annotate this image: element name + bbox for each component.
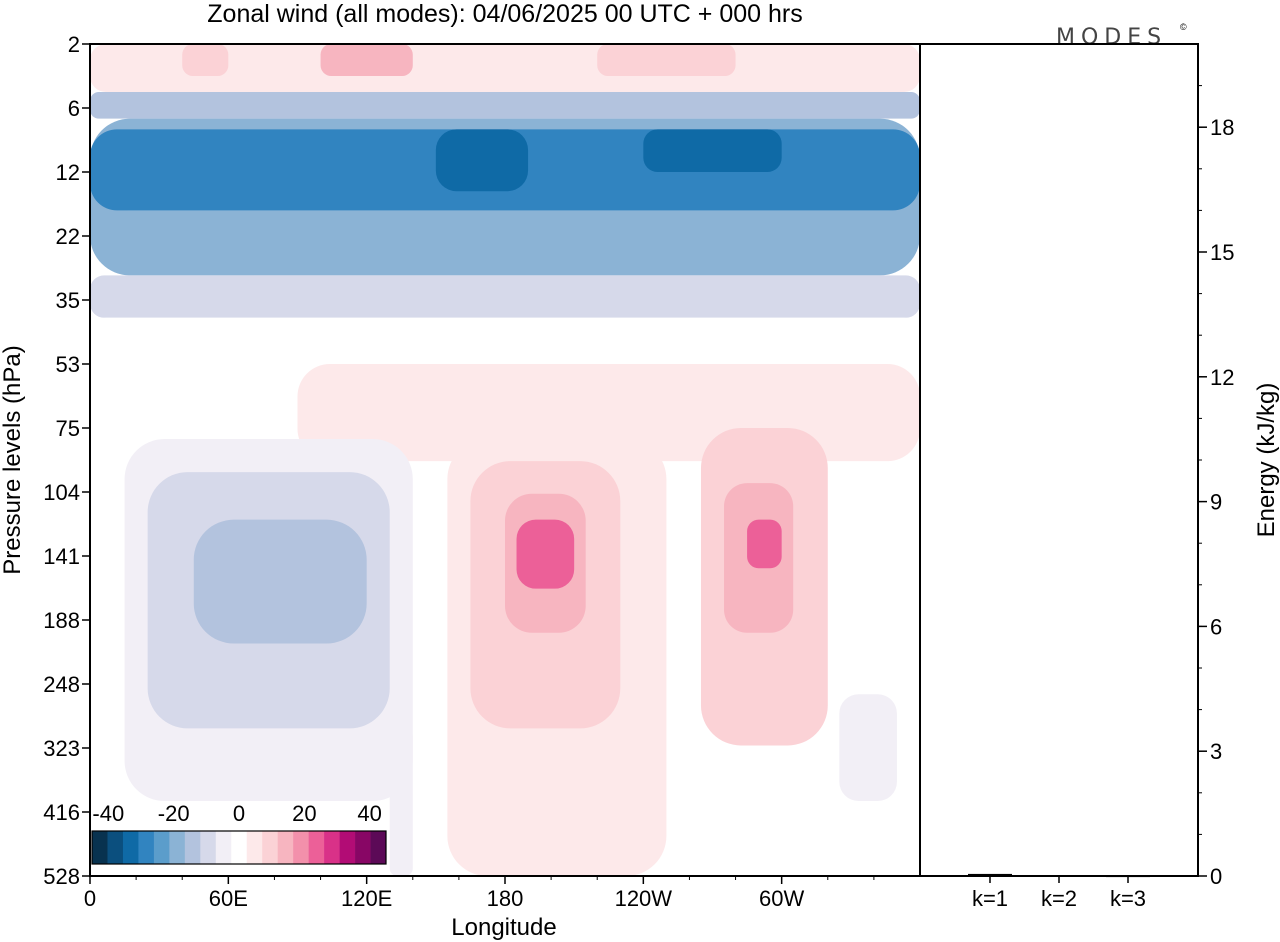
pressure-tick-label: 528: [43, 864, 80, 889]
energy-panel-border: [919, 43, 1199, 877]
heatmap-region-22: [839, 694, 897, 801]
modes-logo-mark: ©: [1180, 22, 1187, 32]
pressure-tick-label: 141: [43, 544, 80, 569]
colorbar-swatch: [200, 831, 217, 864]
longitude-axis: 0 60E 120E 180 120W 60W: [84, 876, 875, 911]
colorbar-swatch: [122, 831, 139, 864]
energy-tick-label: 0: [1210, 864, 1222, 889]
colorbar-swatch: [262, 831, 278, 864]
colorbar-border: [91, 830, 387, 865]
longitude-tick-label: 120W: [615, 886, 673, 911]
colorbar-swatch: [153, 831, 170, 864]
energy-tick-label: 3: [1210, 739, 1222, 764]
pressure-tick-label: 248: [43, 672, 80, 697]
colorbar-swatch: [138, 831, 155, 864]
colorbar-swatch: [370, 831, 387, 864]
longitude-tick-label: 120E: [341, 886, 392, 911]
pressure-tick-label: 6: [68, 96, 80, 121]
pressure-tick-label: 53: [56, 352, 80, 377]
heatmap-region-23: [389, 728, 413, 876]
heatmap-region-4: [90, 92, 920, 119]
pressure-axis: 2 6 12 22 35 53 75 104 141 188 248 323 416 528: [43, 32, 90, 889]
heatmap-region-2: [320, 44, 413, 76]
pressure-tick-label: 12: [56, 160, 80, 185]
longitude-tick-label: 60E: [209, 886, 248, 911]
colorbar-swatch: [215, 831, 232, 864]
energy-tick-label: 12: [1210, 365, 1234, 390]
colorbar-legend: -40 -20 0 20 40: [91, 801, 387, 865]
energy-tick-label: 9: [1210, 490, 1222, 515]
heatmap-region-18: [516, 519, 575, 589]
colorbar-swatch: [184, 831, 201, 864]
pressure-axis-label: Pressure levels (hPa): [0, 345, 26, 574]
pressure-tick-label: 35: [56, 288, 80, 313]
heatmap-plot-area: [90, 44, 920, 876]
pressure-tick-label: 104: [43, 480, 80, 505]
heatmap-region-10: [90, 317, 920, 364]
colorbar-swatch: [231, 831, 248, 864]
heatmap-region-8: [643, 129, 782, 172]
wavenumber-label: k=3: [1110, 886, 1146, 911]
pressure-tick-label: 323: [43, 736, 80, 761]
longitude-tick-label: 180: [487, 886, 524, 911]
energy-axis: 0 3 6 9 12 15 18: [1198, 85, 1234, 889]
colorbar-swatch: [339, 831, 356, 864]
longitude-tick-label: 0: [84, 886, 96, 911]
heatmap-region-14: [193, 519, 367, 644]
longitude-axis-label: Longitude: [451, 914, 556, 941]
colorbar-swatch: [324, 831, 340, 864]
colorbar-swatch: [107, 831, 124, 864]
colorbar-tick-label: -20: [158, 801, 190, 826]
colorbar-swatch: [169, 831, 186, 864]
energy-bar-k=1: [968, 873, 1012, 876]
colorbar-swatch: [308, 831, 325, 864]
wavenumber-label: k=2: [1041, 886, 1077, 911]
wavenumber-label: k=1: [972, 886, 1008, 911]
colorbar-swatch: [92, 831, 108, 864]
colorbar-tick-label: 20: [292, 801, 316, 826]
colorbar-swatch: [355, 831, 371, 864]
energy-tick-label: 18: [1210, 115, 1234, 140]
pressure-tick-label: 22: [56, 224, 80, 249]
colorbar-tick-label: -40: [92, 801, 124, 826]
pressure-tick-label: 2: [68, 32, 80, 57]
pressure-tick-label: 416: [43, 800, 80, 825]
chart-title: Zonal wind (all modes): 04/06/2025 00 UT…: [207, 0, 802, 28]
energy-axis-label: Energy (kJ/kg): [1253, 383, 1280, 538]
colorbar-tick-label: 0: [233, 801, 245, 826]
heatmap-region-9: [90, 275, 920, 318]
pressure-tick-label: 188: [43, 608, 80, 633]
energy-bar-k=2: [1037, 875, 1081, 877]
energy-tick-label: 6: [1210, 614, 1222, 639]
colorbar-swatch: [293, 831, 309, 864]
heatmap-region-1: [182, 44, 229, 76]
heatmap-region-21: [747, 519, 782, 569]
heatmap-region-3: [597, 44, 736, 76]
colorbar-swatch: [277, 831, 294, 864]
energy-panel-frame: [919, 43, 1199, 877]
longitude-tick-label: 60W: [759, 886, 804, 911]
heatmap-region-7: [435, 129, 529, 192]
energy-tick-label: 15: [1210, 240, 1234, 265]
colorbar-tick-label: 40: [357, 801, 381, 826]
pressure-tick-label: 75: [56, 416, 80, 441]
colorbar-swatch: [246, 831, 263, 864]
wavenumber-axis: k=1 k=2 k=3: [972, 876, 1146, 911]
